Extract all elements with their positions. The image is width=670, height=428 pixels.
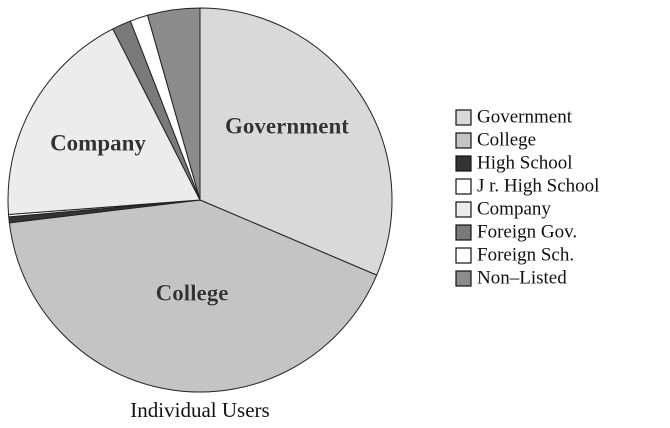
legend-label: Foreign Sch.	[477, 244, 574, 265]
legend-label: Company	[477, 198, 551, 219]
pie-slice	[7, 28, 201, 215]
legend-label: High School	[477, 152, 573, 173]
legend-swatch	[455, 247, 472, 264]
pie-slice	[146, 7, 201, 201]
legend-swatch	[455, 224, 472, 241]
pie-slice	[199, 7, 393, 276]
slice-label: College	[156, 280, 229, 305]
pie-slice	[8, 199, 378, 393]
legend-swatch	[455, 109, 472, 126]
legend-label: Non–Listed	[477, 267, 567, 288]
legend-label: Government	[477, 106, 573, 127]
legend-label: Foreign Gov.	[477, 221, 577, 242]
chart-title: Individual Users	[130, 398, 269, 422]
legend-swatch	[455, 201, 472, 218]
slice-label: Company	[50, 130, 146, 155]
legend-label: J r. High School	[477, 175, 599, 196]
legend-swatch	[455, 132, 472, 149]
legend-swatch	[455, 178, 472, 195]
legend-swatch	[455, 155, 472, 172]
slice-label: Government	[225, 113, 349, 138]
legend-label: College	[477, 129, 536, 150]
legend-swatch	[455, 270, 472, 287]
